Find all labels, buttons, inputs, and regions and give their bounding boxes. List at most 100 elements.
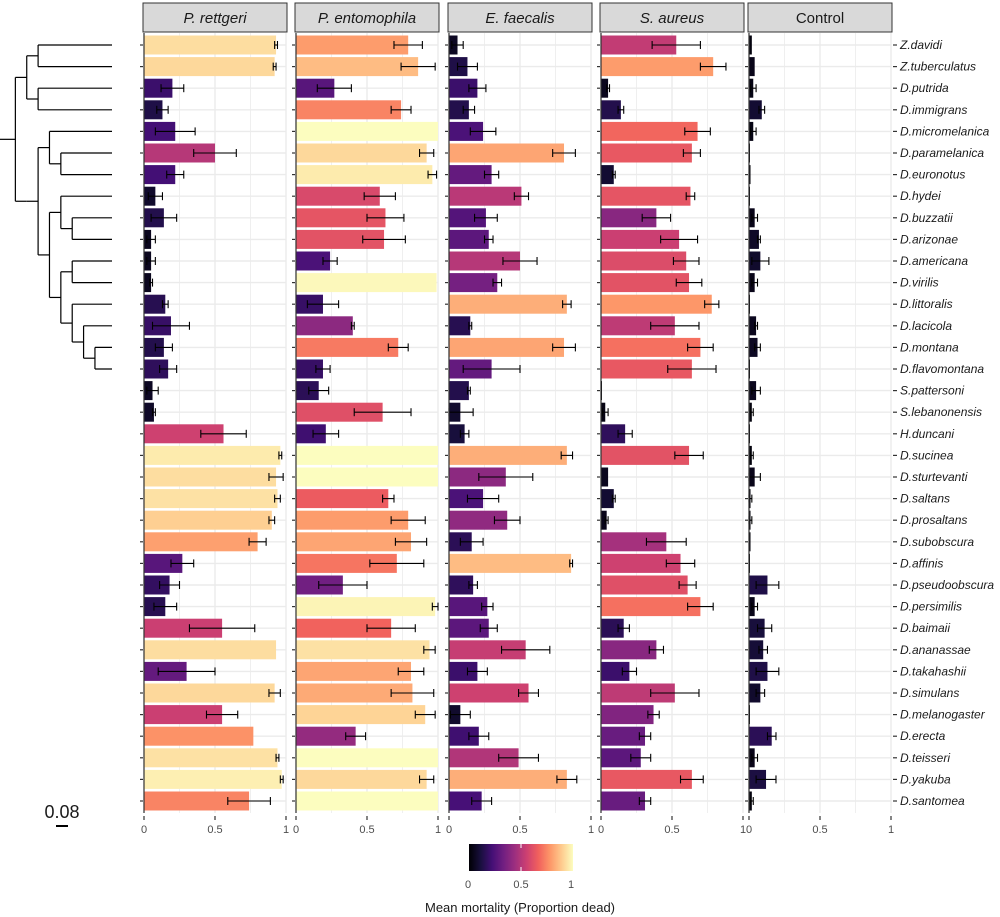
species-label: D.immigrans [900,103,967,117]
bar-D.ananassae [449,640,526,660]
facet-strip-label: P. entomophila [318,10,416,27]
x-tick-label: 0 [293,824,299,836]
x-tick-label: 0 [598,824,604,836]
error-bar-D.affinis [569,559,574,568]
error-bar-D.teisseri [498,753,540,762]
bar-D.pseudoobscura [601,575,688,595]
error-bar-D.persimilis [687,602,714,611]
error-bar-D.montana [754,343,761,352]
bar-S.lebanonensis [144,402,154,422]
error-bar-D.micromelanica [469,127,497,136]
bar-H.duncani [449,424,465,444]
bar-D.americana [601,251,687,271]
bar-D.immigrans [296,100,402,120]
bar-D.saltans [449,489,484,509]
species-label: D.americana [900,254,968,268]
bar-H.duncani [601,424,626,444]
error-bar-Z.tuberculatus [456,62,478,71]
bar-D.baimaii [601,618,624,638]
bar-D.paramelanica [144,143,215,163]
error-bar-D.simulans [390,689,435,697]
error-bar-D.immigrans [390,105,412,114]
error-bar-D.euronotus [427,170,438,179]
bar-D.teisseri [144,748,278,768]
error-bar-D.hydei [513,192,530,201]
bar-D.simulans [296,683,413,703]
bar-D.affinis [449,553,572,573]
error-bar-D.sucinea [560,451,574,460]
bar-D.lacicola [296,316,353,336]
bar-H.duncani [296,424,326,444]
error-bar-H.duncani [617,429,633,438]
bar-D.sturtevanti [449,467,506,487]
bar-D.littoralis [601,294,712,314]
bar-D.putrida [449,78,478,98]
error-bar-D.takahashii [466,667,488,676]
x-tick-label: 0 [446,824,452,836]
bar-D.sturtevanti [296,467,438,487]
bar-D.ananassae [749,640,764,660]
error-bar-D.lacicola [754,321,759,330]
error-bar-D.lacicola [350,321,355,330]
error-bar-D.prosaltans [493,516,521,525]
error-bar-D.baimaii [479,624,498,633]
error-bar-S.pattersoni [751,386,761,395]
x-tick-label: 0 [141,824,147,836]
bar-D.baimaii [449,618,489,638]
bar-Z.davidi [144,35,277,55]
error-bar-D.buzzatii [366,213,405,222]
error-bar-D.hydei [363,192,396,201]
bar-D.putrida [296,78,335,98]
bar-D.ananassae [296,640,430,660]
error-bar-D.montana [687,343,714,352]
bar-D.baimaii [749,618,765,638]
x-tick-label: 1 [283,824,289,836]
bar-D.paramelanica [449,143,565,163]
error-bar-D.flavomontana [462,365,521,373]
error-bar-D.yakuba [679,775,704,784]
bar-D.takahashii [296,661,412,681]
error-bar-D.putrida [606,84,611,93]
species-label: D.teisseri [900,751,950,765]
error-bar-D.takahashii [621,667,638,676]
error-bar-D.persimilis [153,602,178,611]
bar-D.buzzatii [296,208,386,228]
species-label: D.persimilis [900,600,962,614]
error-bar-D.buzzatii [474,213,498,222]
bar-D.erecta [601,726,646,746]
species-label: D.ananassae [900,643,971,657]
error-bar-D.putrida [316,84,352,93]
bar-D.saltans [144,489,278,509]
error-bar-D.saltans [611,494,616,503]
error-bar-D.subobscura [248,537,267,546]
bar-D.flavomontana [144,359,169,379]
colorbar-tick-0-5: 0.5 [513,879,528,891]
bar-D.immigrans [749,100,762,120]
bar-D.littoralis [449,294,567,314]
error-bar-Z.davidi [274,41,279,49]
panel-e-faecalis: E. faecalis 0 0.5 1 [445,2,594,836]
bar-D.erecta [296,726,356,746]
error-bar-D.putrida [749,84,757,93]
bar-D.simulans [601,683,675,703]
bar-D.subobscura [144,532,258,552]
error-bar-D.buzzatii [641,213,672,222]
error-bar-D.virilis [751,278,759,287]
error-bar-D.littoralis [306,300,340,309]
bar-S.lebanonensis [296,402,383,422]
bar-S.pattersoni [449,381,469,401]
error-bar-D.ananassae [648,645,665,654]
tree-scale-bar: 0.08 [44,802,80,827]
error-bar-D.ananassae [500,645,551,654]
panel-p-entomophila: P. entomophila 0 0.5 1 [292,2,441,836]
species-label: D.simulans [900,686,959,700]
bar-D.littoralis [144,294,166,314]
error-bar-D.euronotus [611,170,616,179]
bar-D.subobscura [749,532,751,552]
error-bar-D.simulans [268,689,281,697]
x-tick-label: 0.5 [664,824,679,836]
error-bar-D.takahashii [755,667,780,676]
bar-D.buzzatii [449,208,486,228]
legend-title: Mean mortality (Proportion dead) [425,900,615,915]
facet-strip [747,2,893,33]
